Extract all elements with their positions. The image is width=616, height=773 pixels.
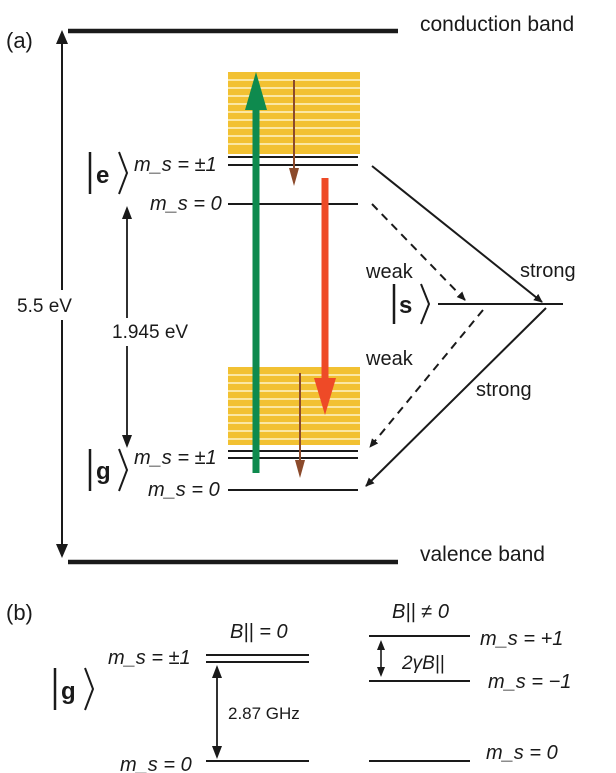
zeeman-arrow-bottom	[377, 667, 385, 677]
panel-b-label: (b)	[6, 600, 33, 625]
b-right-ms-p1-label: m_s = +1	[480, 628, 563, 650]
zpl-energy: 1.945 eV	[112, 322, 188, 343]
conduction-band-label: conduction band	[420, 13, 574, 36]
weak-upper-isc-arrow	[371, 203, 466, 301]
panel-b-ground-ket	[53, 667, 95, 711]
ground-relaxation-arrow-head	[295, 460, 305, 478]
zpl-label-bg	[102, 318, 198, 346]
zfs-splitting-label: 2.87 GHz	[228, 704, 300, 723]
zpl-arrow-top	[122, 206, 132, 219]
panel-b-ground-letter: g	[61, 678, 76, 705]
ground-phonon-sideband	[228, 367, 360, 445]
zeeman-arrow-top	[377, 640, 385, 650]
panel-a-label: (a)	[6, 28, 33, 53]
excitation-arrow-head	[245, 72, 267, 110]
emission-arrow-head	[314, 378, 336, 415]
excited-state-ket	[88, 151, 129, 195]
strong-lower-isc-arrow	[365, 307, 547, 487]
excited-state-letter: e	[96, 162, 109, 189]
zfs-arrow-bottom	[212, 746, 222, 759]
b-left-field-label: B|| = 0	[230, 621, 288, 643]
band-gap-arrow-top	[56, 30, 68, 44]
band-gap-label-bg	[12, 290, 112, 320]
singlet-state-ket	[392, 283, 431, 325]
b-right-ms-m1-label: m_s = −1	[488, 671, 571, 693]
strong-upper-label: strong	[520, 260, 576, 282]
strong-upper-isc-arrow	[371, 165, 543, 303]
ground-ms-pm1-label: m_s = ±1	[134, 447, 217, 469]
singlet-state-letter: s	[399, 292, 412, 319]
ground-state-ket	[88, 448, 129, 492]
ground-state-letter: g	[96, 458, 111, 485]
zfs-arrow-top	[212, 665, 222, 678]
excited-ms-0-label: m_s = 0	[150, 193, 222, 215]
weak-upper-label: weak	[365, 261, 414, 283]
ground-ms-0-label: m_s = 0	[148, 479, 220, 501]
zeeman-splitting-label: 2γB||	[401, 653, 445, 674]
b-right-field-label: B|| ≠ 0	[392, 601, 449, 623]
strong-lower-label: strong	[476, 379, 532, 401]
valence-band-label: valence band	[420, 543, 545, 566]
zpl-arrow-bottom	[122, 435, 132, 448]
b-left-ms-0-label: m_s = 0	[120, 754, 192, 773]
band-gap-energy: 5.5 eV	[17, 296, 72, 317]
excited-ms-pm1-label: m_s = ±1	[134, 154, 217, 176]
b-right-ms-0-label: m_s = 0	[486, 742, 558, 764]
weak-lower-isc-arrow	[369, 309, 484, 448]
weak-lower-label: weak	[365, 348, 414, 370]
b-left-ms-pm1-label: m_s = ±1	[108, 647, 191, 669]
band-gap-arrow-bottom	[56, 544, 68, 558]
excited-relaxation-arrow-head	[289, 168, 299, 186]
